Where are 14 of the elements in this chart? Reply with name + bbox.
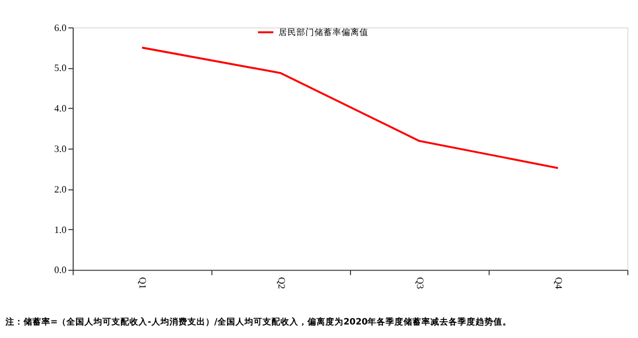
x-tick-label: Q2 [275,277,286,290]
text: 注：储蓄率=（全国人均可支配收入-人均消费支出）/全国人均可支配收入，偏离度为2020年各季度储蓄率减去各季度趋势值。 [4,316,512,328]
y-tick-label: 5.0 [54,63,67,74]
y-tick-label: 4.0 [54,104,67,115]
y-tick-label: 3.0 [54,144,67,156]
x-tick-label: Q3 [414,277,425,290]
y-tick-label: 6.0 [54,22,67,34]
y-tick-label: 2.0 [54,184,67,196]
x-tick-label: Q1 [136,277,148,290]
y-tick-label: 1.0 [54,224,67,236]
x-tick-label: Q4 [552,277,564,290]
y-tick-label: 0.0 [54,265,67,276]
legend-label: 居民部门储蓄率偏离值 [278,27,368,38]
line-series [141,46,559,169]
